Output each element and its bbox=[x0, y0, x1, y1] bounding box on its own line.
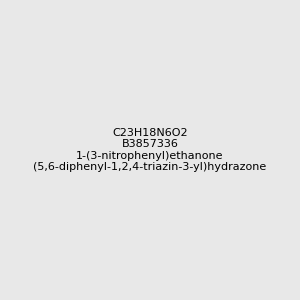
Text: C23H18N6O2
B3857336
1-(3-nitrophenyl)ethanone
(5,6-diphenyl-1,2,4-triazin-3-yl)h: C23H18N6O2 B3857336 1-(3-nitrophenyl)eth… bbox=[33, 128, 267, 172]
